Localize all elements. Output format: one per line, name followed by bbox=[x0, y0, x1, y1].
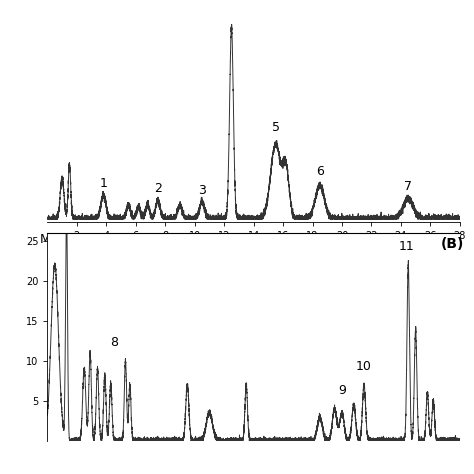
Text: 8: 8 bbox=[109, 336, 118, 349]
Text: 11: 11 bbox=[399, 240, 415, 253]
Text: 3: 3 bbox=[198, 184, 206, 197]
Text: 2: 2 bbox=[154, 182, 162, 195]
Text: 7: 7 bbox=[404, 180, 412, 193]
Text: 1: 1 bbox=[100, 177, 107, 190]
Text: 5: 5 bbox=[272, 120, 280, 134]
Text: 10: 10 bbox=[356, 360, 372, 373]
Text: (B): (B) bbox=[440, 237, 464, 251]
Text: Min: Min bbox=[40, 233, 62, 246]
Text: 6: 6 bbox=[316, 165, 324, 178]
Text: 9: 9 bbox=[338, 384, 346, 397]
